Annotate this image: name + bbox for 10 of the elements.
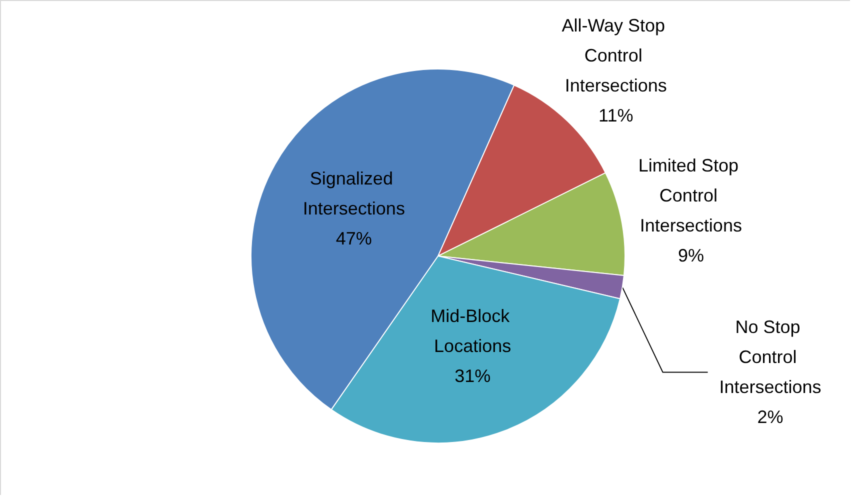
data-label: 31% (454, 366, 491, 386)
data-label: 2% (757, 407, 784, 428)
slice-label: Mid-Block Locations (430, 306, 515, 356)
data-label: 9% (678, 245, 704, 266)
slice-label: No Stop Control Intersections (719, 317, 822, 398)
data-label: 47% (336, 228, 372, 249)
slice-label: Signalized Intersections (302, 168, 405, 219)
slice-label: Limited Stop Control Intersections (638, 155, 744, 236)
slice-label: All-Way Stop Control Intersections (562, 16, 670, 96)
data-label: 11% (598, 106, 634, 126)
